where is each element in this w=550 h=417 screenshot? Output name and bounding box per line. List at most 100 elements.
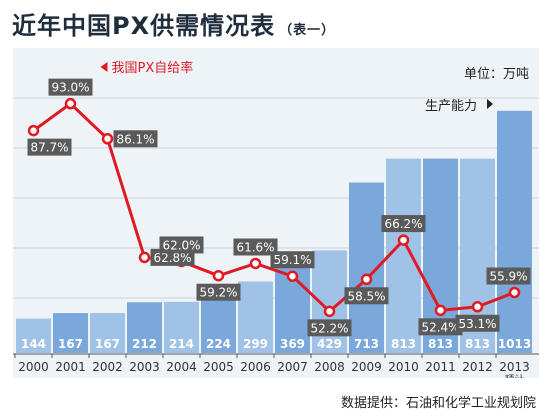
ratio-label-box	[418, 318, 463, 336]
label-layer: 144 167 167 212 214 224 299 369 429 713 813 813 813 1…	[21, 60, 531, 351]
ratio-label-box	[455, 314, 500, 332]
bar-value-label: 224	[206, 337, 231, 351]
bar-value-label: 214	[169, 337, 194, 351]
x-tick-label: 2002	[92, 360, 123, 374]
ratio-label-text: 52.4%	[421, 320, 459, 334]
bar-legend-arrow	[487, 99, 493, 109]
bar-value-label: 713	[354, 337, 379, 351]
bar-2004	[164, 301, 199, 353]
ratio-label-text: 86.1%	[116, 132, 154, 146]
ratio-label-2013: 55.9%	[486, 267, 531, 285]
bar-2010	[386, 158, 421, 353]
bar-value-label: 813	[391, 337, 416, 351]
bar-2013	[497, 110, 532, 353]
ratio-point-2011	[434, 304, 447, 317]
ratio-label-box	[381, 215, 426, 233]
ratio-point-2001	[64, 97, 77, 110]
ratio-label-2004: 62.0%	[159, 236, 204, 254]
ratio-label-2007: 59.1%	[270, 251, 315, 269]
bar-value-label: 144	[21, 337, 46, 351]
ratio-line	[32, 102, 516, 313]
ratio-label-box	[270, 251, 315, 269]
ratio-label-text: 66.2%	[384, 217, 422, 231]
x-tick-label: 2011	[425, 360, 456, 374]
ratio-label-box	[48, 78, 93, 96]
ratio-point-2007	[286, 270, 299, 282]
chart-title-note: （表一）	[279, 23, 336, 38]
ratio-label-box	[27, 138, 72, 156]
x-tick-label: 2009	[351, 360, 382, 374]
ratio-label-text: 55.9%	[489, 270, 527, 284]
ratio-label-2009: 58.5%	[344, 287, 389, 305]
x-tick-label: 2010	[388, 360, 419, 374]
ratio-point-2012	[471, 301, 484, 313]
line-legend-label: 我国PX自给率	[112, 60, 194, 76]
category-note: 预计	[505, 373, 525, 378]
bar-2006	[238, 281, 273, 353]
bar-value-label: 212	[132, 337, 157, 351]
bar-value-label: 167	[58, 337, 83, 351]
ratio-point-2009	[360, 273, 373, 286]
x-tick-label: 2012	[462, 360, 493, 374]
ratio-label-text: 62.0%	[162, 238, 200, 252]
bar-2001	[53, 313, 88, 353]
ratio-label-text: 53.1%	[458, 317, 496, 331]
ratio-label-box	[196, 283, 241, 301]
ratio-label-2010: 66.2%	[381, 215, 426, 233]
chart-svg: 2000 2001 2002 2003 2004 2005 2006 2007 2008 2009…	[13, 60, 539, 378]
chart-title-text: 近年中国PX供需情况表	[12, 12, 276, 40]
ratio-label-box	[159, 236, 204, 254]
ratio-label-text: 62.8%	[153, 251, 191, 265]
bar-2000	[16, 318, 51, 353]
ratio-label-text: 58.5%	[347, 289, 385, 303]
ratio-label-2002: 86.1%	[113, 130, 158, 148]
ratio-label-2012: 53.1%	[455, 314, 500, 332]
ratio-point-2008	[323, 305, 336, 318]
bar-value-label: 429	[317, 337, 342, 351]
bar-value-label: 299	[243, 337, 268, 351]
source-note: 数据提供：石油和化学工业规划院	[340, 396, 536, 411]
bar-value-label: 813	[428, 337, 453, 351]
ratio-label-box	[113, 130, 158, 148]
ratio-point-2013	[508, 286, 521, 299]
ratio-point-2000	[27, 124, 40, 137]
x-tick-label: 2006	[240, 360, 271, 374]
ratio-label-2011: 52.4%	[418, 318, 463, 336]
chart-panel: 2000 2001 2002 2003 2004 2005 2006 2007 2008 2009…	[13, 48, 539, 378]
x-tick-label: 2008	[314, 360, 345, 374]
axis-layer: 2000 2001 2002 2003 2004 2005 2006 2007 2008 2009…	[13, 353, 539, 378]
ratio-label-text: 59.1%	[273, 253, 311, 267]
bar-legend-label: 生产能力	[425, 99, 477, 114]
ratio-label-box	[344, 287, 389, 305]
chart-title: 近年中国PX供需情况表 （表一）	[12, 6, 335, 41]
ratio-label-text: 87.7%	[30, 141, 68, 155]
ratio-label-box	[486, 267, 531, 285]
ratio-label-2001: 93.0%	[48, 78, 93, 96]
ratio-point-2005	[212, 269, 225, 282]
x-tick-label: 2004	[166, 360, 197, 374]
bar-2002	[90, 313, 125, 353]
ratio-label-text: 52.2%	[310, 321, 348, 335]
ratio-label-box	[307, 319, 352, 337]
bar-value-label: 1013	[498, 337, 531, 351]
line-legend-arrow	[100, 62, 108, 72]
bar-value-label: 167	[95, 337, 120, 351]
ratio-point-2002	[101, 133, 114, 145]
bar-value-label: 813	[465, 337, 490, 351]
x-tick-label: 2005	[203, 360, 234, 374]
ratio-label-text: 93.0%	[51, 81, 89, 95]
x-tick-label: 2003	[129, 360, 160, 374]
ratio-label-2008: 52.2%	[307, 319, 352, 337]
x-tick-label: 2000	[18, 360, 49, 374]
ratio-point-2006	[249, 257, 262, 270]
ratio-label-text: 59.2%	[199, 286, 237, 300]
x-tick-label: 2001	[55, 360, 86, 374]
bar-layer	[16, 110, 532, 353]
bar-value-label: 369	[280, 337, 305, 351]
ratio-point-2003	[138, 251, 151, 264]
ratio-label-text: 61.6%	[236, 240, 274, 254]
bar-2005	[201, 299, 236, 353]
ratio-point-2010	[397, 234, 410, 246]
x-tick-label: 2013	[499, 360, 530, 374]
ratio-label-2000: 87.7%	[27, 138, 72, 156]
